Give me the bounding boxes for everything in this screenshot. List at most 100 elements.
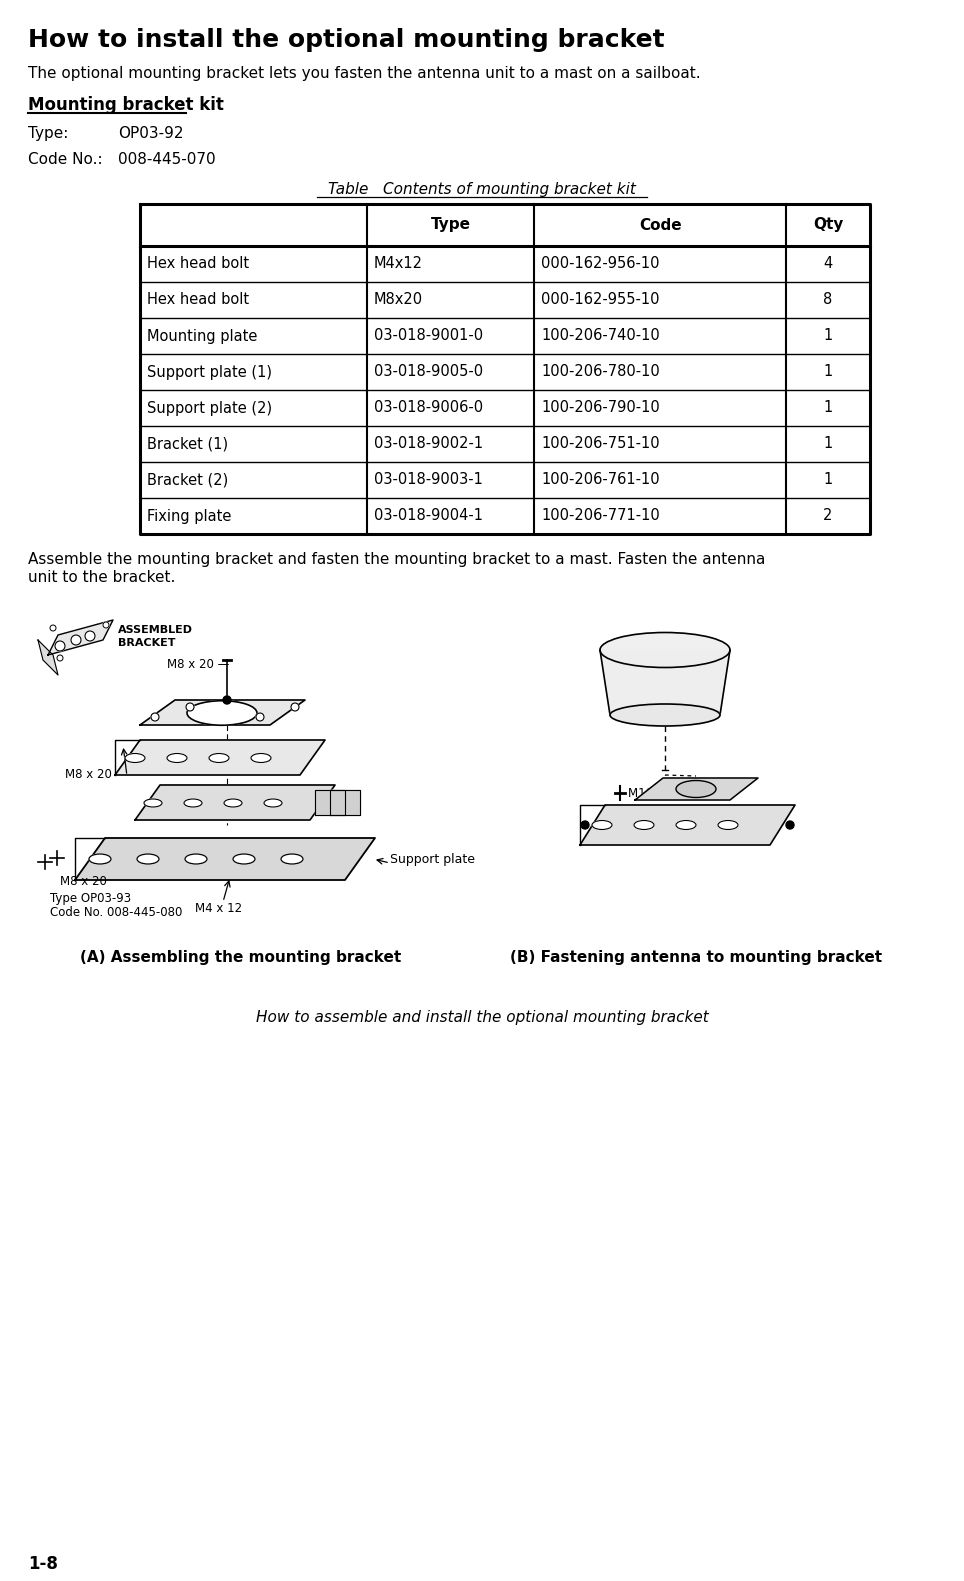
Circle shape bbox=[50, 624, 56, 631]
Ellipse shape bbox=[251, 754, 271, 762]
Text: 1: 1 bbox=[823, 365, 833, 379]
Polygon shape bbox=[75, 838, 375, 881]
Text: (A) Assembling the mounting bracket: (A) Assembling the mounting bracket bbox=[80, 950, 401, 964]
Text: ASSEMBLED: ASSEMBLED bbox=[118, 624, 193, 636]
Polygon shape bbox=[600, 650, 730, 715]
Polygon shape bbox=[38, 640, 58, 675]
Polygon shape bbox=[115, 740, 325, 775]
Text: Type:: Type: bbox=[28, 126, 68, 141]
Text: 008-445-070: 008-445-070 bbox=[118, 152, 216, 168]
Text: OP03-92: OP03-92 bbox=[118, 126, 183, 141]
Ellipse shape bbox=[592, 821, 612, 830]
Text: M8 x 20 —: M8 x 20 — bbox=[167, 658, 229, 670]
Text: 100-206-790-10: 100-206-790-10 bbox=[542, 400, 660, 416]
Polygon shape bbox=[140, 700, 305, 726]
Text: 100-206-751-10: 100-206-751-10 bbox=[542, 436, 660, 452]
Text: The optional mounting bracket lets you fasten the antenna unit to a mast on a sa: The optional mounting bracket lets you f… bbox=[28, 66, 701, 81]
Circle shape bbox=[151, 713, 159, 721]
Ellipse shape bbox=[718, 821, 738, 830]
Polygon shape bbox=[135, 786, 335, 821]
Text: Type: Type bbox=[431, 218, 470, 232]
Ellipse shape bbox=[600, 632, 730, 667]
Circle shape bbox=[256, 713, 264, 721]
Ellipse shape bbox=[184, 798, 202, 806]
Text: M8 x 20: M8 x 20 bbox=[65, 768, 112, 781]
Circle shape bbox=[57, 655, 63, 661]
Text: 100-206-740-10: 100-206-740-10 bbox=[542, 329, 660, 343]
Text: 1-8: 1-8 bbox=[28, 1556, 58, 1573]
Text: Mounting plate: Mounting plate bbox=[147, 329, 257, 343]
Text: 1: 1 bbox=[823, 329, 833, 343]
Circle shape bbox=[85, 631, 95, 640]
Text: 100-206-771-10: 100-206-771-10 bbox=[542, 509, 660, 523]
Text: 000-162-956-10: 000-162-956-10 bbox=[542, 256, 660, 272]
Ellipse shape bbox=[209, 754, 229, 762]
Ellipse shape bbox=[233, 854, 255, 863]
Text: Bracket (2): Bracket (2) bbox=[147, 473, 228, 487]
Text: 100-206-780-10: 100-206-780-10 bbox=[542, 365, 660, 379]
Text: Hex head bolt: Hex head bolt bbox=[147, 256, 249, 272]
Ellipse shape bbox=[187, 700, 257, 726]
Text: Type OP03-93: Type OP03-93 bbox=[50, 892, 131, 904]
Circle shape bbox=[786, 821, 794, 828]
Text: 03-018-9002-1: 03-018-9002-1 bbox=[374, 436, 483, 452]
Text: 1: 1 bbox=[823, 400, 833, 416]
Text: How to install the optional mounting bracket: How to install the optional mounting bra… bbox=[28, 28, 664, 52]
Circle shape bbox=[291, 704, 299, 711]
Polygon shape bbox=[635, 778, 758, 800]
Text: 03-018-9001-0: 03-018-9001-0 bbox=[374, 329, 483, 343]
Circle shape bbox=[103, 621, 109, 628]
Ellipse shape bbox=[610, 704, 720, 726]
Text: M4x12: M4x12 bbox=[374, 256, 422, 272]
Text: 03-018-9006-0: 03-018-9006-0 bbox=[374, 400, 483, 416]
Text: 4: 4 bbox=[823, 256, 833, 272]
Text: 1: 1 bbox=[823, 436, 833, 452]
Text: 03-018-9004-1: 03-018-9004-1 bbox=[374, 509, 483, 523]
Text: Mounting bracket kit: Mounting bracket kit bbox=[28, 96, 224, 114]
Circle shape bbox=[581, 821, 589, 828]
Text: Fixing plate: Fixing plate bbox=[147, 509, 231, 523]
Circle shape bbox=[186, 704, 194, 711]
Text: 1: 1 bbox=[823, 473, 833, 487]
Text: M8 x 20: M8 x 20 bbox=[60, 874, 107, 889]
Ellipse shape bbox=[224, 798, 242, 806]
Text: 2: 2 bbox=[823, 509, 833, 523]
Ellipse shape bbox=[634, 821, 654, 830]
Text: Assemble the mounting bracket and fasten the mounting bracket to a mast. Fasten : Assemble the mounting bracket and fasten… bbox=[28, 552, 765, 568]
Ellipse shape bbox=[144, 798, 162, 806]
Text: 8: 8 bbox=[823, 292, 833, 307]
Circle shape bbox=[71, 636, 81, 645]
Text: Support plate: Support plate bbox=[390, 854, 475, 866]
Text: M10 x 25: M10 x 25 bbox=[628, 787, 683, 800]
Ellipse shape bbox=[264, 798, 282, 806]
Ellipse shape bbox=[89, 854, 111, 863]
Polygon shape bbox=[330, 790, 360, 814]
Text: Hex head bolt: Hex head bolt bbox=[147, 292, 249, 307]
Text: Bracket (1): Bracket (1) bbox=[147, 436, 228, 452]
Text: M4 x 12: M4 x 12 bbox=[195, 903, 242, 915]
Polygon shape bbox=[580, 805, 795, 844]
Ellipse shape bbox=[185, 854, 207, 863]
Text: Qty: Qty bbox=[813, 218, 844, 232]
Text: 100-206-761-10: 100-206-761-10 bbox=[542, 473, 660, 487]
Text: Code No.:: Code No.: bbox=[28, 152, 102, 168]
Ellipse shape bbox=[125, 754, 145, 762]
Ellipse shape bbox=[676, 821, 696, 830]
Ellipse shape bbox=[676, 781, 716, 797]
Ellipse shape bbox=[137, 854, 159, 863]
Circle shape bbox=[55, 640, 65, 651]
Text: 03-018-9005-0: 03-018-9005-0 bbox=[374, 365, 483, 379]
Text: 000-162-955-10: 000-162-955-10 bbox=[542, 292, 660, 307]
Text: How to assemble and install the optional mounting bracket: How to assemble and install the optional… bbox=[255, 1010, 709, 1024]
Text: Code: Code bbox=[639, 218, 682, 232]
Text: Table   Contents of mounting bracket kit: Table Contents of mounting bracket kit bbox=[328, 182, 636, 198]
Polygon shape bbox=[48, 620, 113, 655]
Text: BRACKET: BRACKET bbox=[118, 639, 175, 648]
Ellipse shape bbox=[167, 754, 187, 762]
Text: 03-018-9003-1: 03-018-9003-1 bbox=[374, 473, 482, 487]
Text: Support plate (1): Support plate (1) bbox=[147, 365, 272, 379]
Text: Support plate (2): Support plate (2) bbox=[147, 400, 272, 416]
Ellipse shape bbox=[281, 854, 303, 863]
Text: M8x20: M8x20 bbox=[374, 292, 422, 307]
Text: Code No. 008-445-080: Code No. 008-445-080 bbox=[50, 906, 182, 919]
